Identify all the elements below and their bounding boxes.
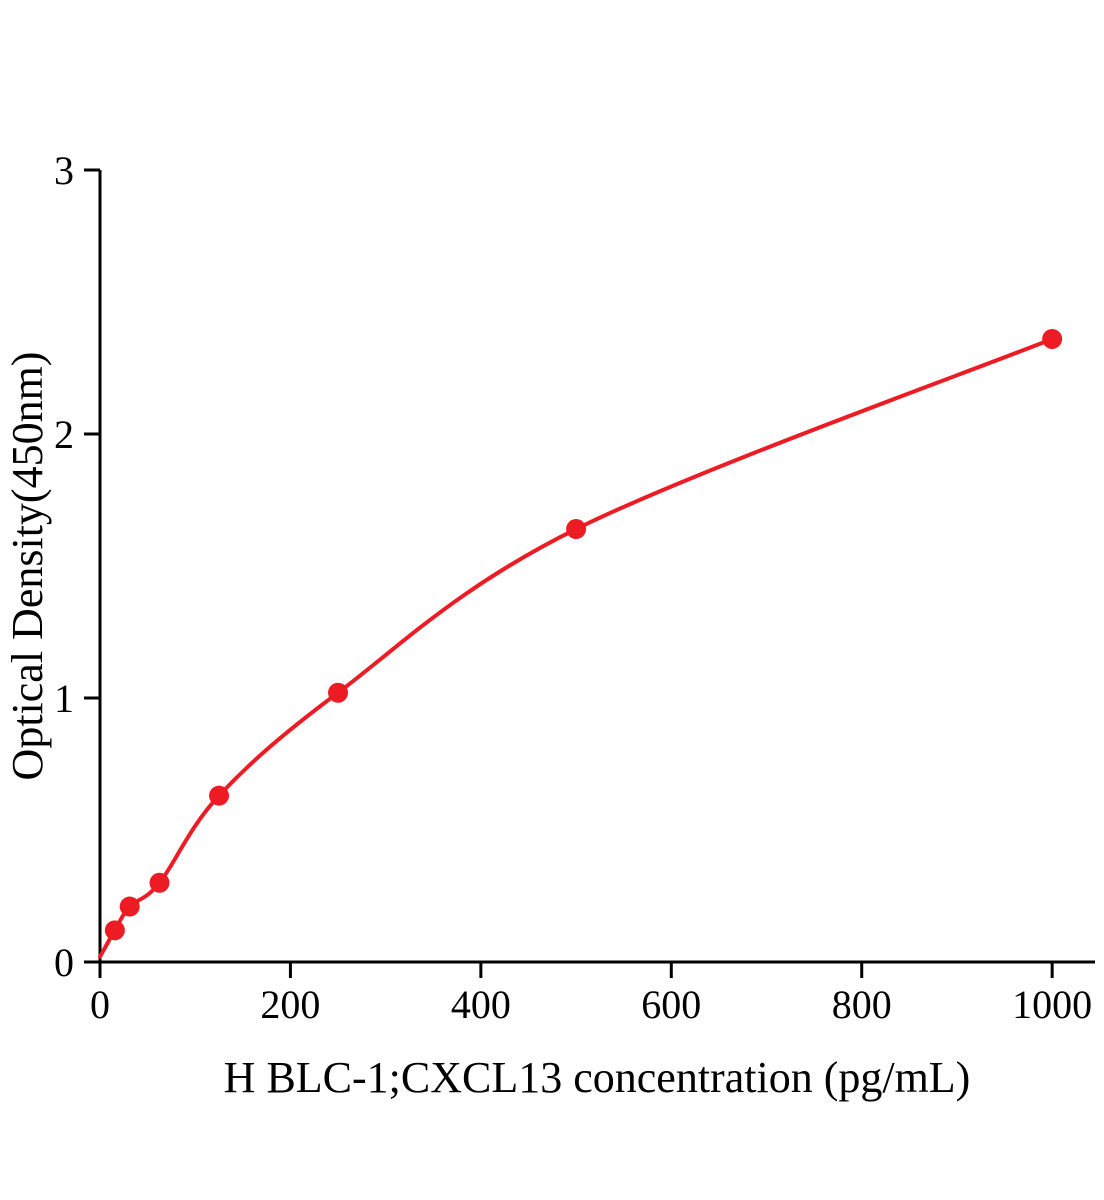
x-tick-label: 400	[451, 982, 511, 1027]
y-tick-label: 1	[54, 676, 74, 721]
data-point	[149, 872, 170, 893]
y-tick-label: 2	[54, 412, 74, 457]
x-tick-label: 800	[832, 982, 892, 1027]
series-layer	[98, 328, 1063, 959]
data-point	[104, 920, 125, 941]
x-tick-label: 600	[641, 982, 701, 1027]
axes-layer	[84, 168, 1095, 978]
x-tick-label: 1000	[1012, 982, 1092, 1027]
x-tick-label: 200	[260, 982, 320, 1027]
y-tick-label: 0	[54, 940, 74, 985]
y-tick-label: 3	[54, 148, 74, 193]
x-tick-label: 0	[90, 982, 110, 1027]
data-point	[1042, 328, 1063, 349]
fit-curve	[98, 336, 1055, 959]
data-point	[119, 896, 140, 917]
y-axis-title: Optical Density(450nm)	[3, 352, 52, 781]
labels-layer: 0 1 2 3 0 200 400 600 800 1000	[54, 148, 1092, 1027]
x-axis-title: H BLC-1;CXCL13 concentration (pg/mL)	[224, 1053, 971, 1102]
data-point	[209, 785, 230, 806]
data-point	[328, 682, 349, 703]
data-point	[566, 519, 587, 540]
